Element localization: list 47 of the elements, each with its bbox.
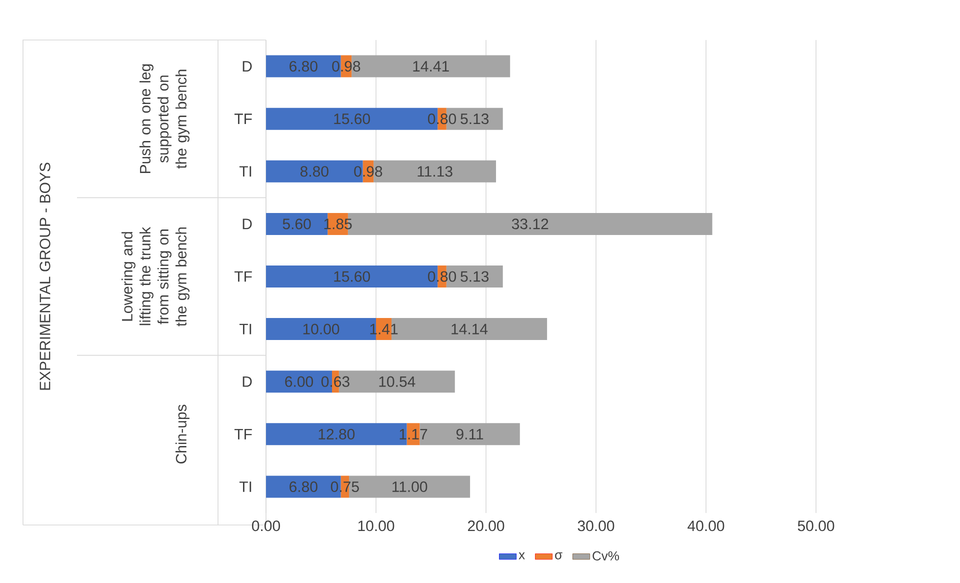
legend-label: Cv% [592, 551, 619, 560]
y-tick-label: D [242, 218, 252, 230]
text: Push on one leg supported on the gym bench [139, 64, 190, 174]
data-label: 1.17 [400, 429, 428, 440]
data-label: 12.80 [318, 428, 355, 440]
y-tick-label: TF [234, 429, 252, 440]
y-tick-label: D [242, 61, 252, 72]
text: Chin-ups [175, 404, 190, 464]
data-label: 5.13 [460, 271, 489, 282]
x-tick-label: 0.00 [252, 520, 280, 532]
data-label: 5.60 [282, 218, 311, 230]
legend-label: σ [555, 552, 562, 560]
y-tick-label: TI [239, 324, 252, 334]
data-label: 33.12 [512, 218, 548, 230]
x-tick-label: 20.00 [468, 520, 504, 532]
data-label: 10.00 [303, 324, 340, 334]
data-label: 14.14 [452, 324, 488, 334]
y-tick-label: D [242, 376, 252, 387]
data-label: 9.11 [456, 428, 484, 440]
data-label: 0.98 [354, 166, 382, 177]
data-label: 6.80 [290, 60, 318, 72]
data-label: 11.13 [418, 166, 452, 177]
data-label: 0.75 [330, 481, 359, 492]
data-label: 0.98 [332, 60, 360, 72]
x-tick-label: 50.00 [798, 520, 834, 532]
data-label: 6.80 [290, 481, 318, 492]
y-tick-label: TI [239, 482, 252, 492]
data-label: 14.41 [413, 61, 449, 72]
data-label: 8.80 [300, 166, 328, 177]
data-label: 0.80 [428, 114, 456, 124]
data-label: 0.63 [321, 376, 350, 387]
data-label: 15.60 [334, 271, 370, 282]
data-label: 6.00 [285, 376, 314, 387]
y-tick-label: TI [239, 166, 252, 177]
y-tick-label: TF [234, 114, 252, 124]
data-label: 15.60 [334, 114, 370, 124]
data-label: 11.00 [392, 481, 428, 492]
y-tick-label: TF [234, 271, 252, 282]
data-label: 0.80 [428, 271, 456, 282]
x-tick-label: 40.00 [688, 520, 724, 532]
x-tick-label: 10.00 [358, 520, 394, 532]
x-tick-label: 30.00 [578, 520, 614, 532]
data-label: 10.54 [379, 376, 416, 387]
data-label: 5.13 [460, 114, 489, 124]
legend-label: x [518, 552, 525, 560]
text: EXPERIMENTAL GROUP - BOYS [40, 162, 50, 390]
text: Lowering and lifting the trunk from sitting on the gym bench [121, 226, 190, 326]
